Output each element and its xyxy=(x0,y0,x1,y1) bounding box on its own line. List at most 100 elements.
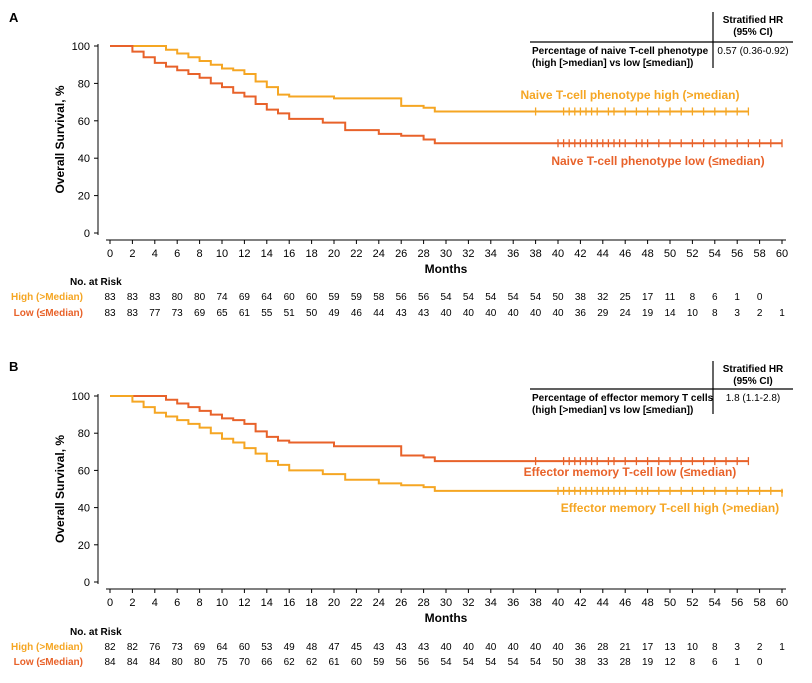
y-axis-label: Overall Survival, % xyxy=(53,85,67,193)
risk-value: 44 xyxy=(373,308,385,319)
risk-value: 40 xyxy=(530,642,542,653)
risk-row-label: High (>Median) xyxy=(11,642,83,653)
risk-value: 77 xyxy=(149,308,161,319)
risk-value: 38 xyxy=(575,292,587,303)
risk-value: 60 xyxy=(239,642,251,653)
risk-value: 24 xyxy=(620,308,632,319)
x-tick-label: 14 xyxy=(261,597,273,609)
panel-label: A xyxy=(9,10,19,25)
risk-value: 43 xyxy=(418,308,430,319)
x-tick-label: 54 xyxy=(709,248,721,260)
y-tick-label: 40 xyxy=(78,503,90,515)
risk-value: 40 xyxy=(440,308,452,319)
x-tick-label: 48 xyxy=(641,597,653,609)
risk-value: 73 xyxy=(172,642,184,653)
risk-value: 54 xyxy=(530,292,542,303)
hr-header-ci: (95% CI) xyxy=(733,27,772,38)
series-line xyxy=(110,395,783,493)
risk-value: 83 xyxy=(149,292,161,303)
risk-value: 40 xyxy=(552,642,564,653)
risk-value: 62 xyxy=(306,657,318,668)
risk-value: 56 xyxy=(396,657,408,668)
risk-value: 12 xyxy=(664,657,676,668)
hr-header-ci: (95% CI) xyxy=(733,376,772,387)
y-tick-label: 100 xyxy=(72,391,90,403)
risk-value: 54 xyxy=(530,657,542,668)
y-axis-label: Overall Survival, % xyxy=(53,435,67,543)
risk-value: 43 xyxy=(396,642,408,653)
risk-value: 59 xyxy=(351,292,363,303)
risk-row-label: Low (≤Median) xyxy=(14,308,83,319)
x-tick-label: 38 xyxy=(529,597,541,609)
x-tick-label: 20 xyxy=(328,248,340,260)
x-tick-label: 24 xyxy=(373,597,385,609)
risk-value: 54 xyxy=(463,657,475,668)
y-tick-label: 60 xyxy=(78,116,90,128)
risk-value: 84 xyxy=(149,657,161,668)
risk-value: 50 xyxy=(552,657,564,668)
hr-row-label: Percentage of effector memory T cells xyxy=(532,393,714,404)
risk-value: 54 xyxy=(508,292,520,303)
risk-value: 40 xyxy=(463,642,475,653)
x-tick-label: 54 xyxy=(709,597,721,609)
risk-value: 66 xyxy=(261,657,273,668)
x-tick-label: 60 xyxy=(776,597,788,609)
risk-value: 10 xyxy=(687,308,699,319)
x-tick-label: 42 xyxy=(574,248,586,260)
x-tick-label: 50 xyxy=(664,248,676,260)
x-tick-label: 46 xyxy=(619,248,631,260)
x-tick-label: 20 xyxy=(328,597,340,609)
risk-value: 69 xyxy=(194,642,206,653)
risk-value: 62 xyxy=(284,657,296,668)
x-tick-label: 24 xyxy=(373,248,385,260)
risk-value: 54 xyxy=(440,292,452,303)
x-tick-label: 14 xyxy=(261,248,273,260)
risk-value: 46 xyxy=(351,308,363,319)
risk-value: 75 xyxy=(216,657,228,668)
hr-row-label-2: (high [>median] vs low [≤median]) xyxy=(532,58,693,69)
x-tick-label: 2 xyxy=(129,248,135,260)
risk-row-label: Low (≤Median) xyxy=(14,657,83,668)
risk-value: 54 xyxy=(463,292,475,303)
risk-value: 43 xyxy=(396,308,408,319)
risk-value: 59 xyxy=(328,292,340,303)
panel-label: B xyxy=(9,359,18,374)
risk-value: 54 xyxy=(440,657,452,668)
risk-value: 59 xyxy=(373,657,385,668)
risk-value: 3 xyxy=(734,308,740,319)
x-tick-label: 30 xyxy=(440,248,452,260)
series-label: Naive T-cell phenotype low (≤median) xyxy=(551,154,764,168)
x-tick-label: 44 xyxy=(597,248,609,260)
risk-value: 36 xyxy=(575,308,587,319)
risk-value: 70 xyxy=(239,657,251,668)
risk-value: 0 xyxy=(757,292,763,303)
risk-value: 82 xyxy=(104,642,116,653)
x-tick-label: 10 xyxy=(216,248,228,260)
risk-value: 54 xyxy=(508,657,520,668)
risk-value: 56 xyxy=(396,292,408,303)
x-tick-label: 4 xyxy=(152,248,158,260)
risk-value: 40 xyxy=(508,642,520,653)
risk-value: 43 xyxy=(373,642,385,653)
risk-value: 40 xyxy=(485,308,497,319)
x-tick-label: 42 xyxy=(574,597,586,609)
hr-row-label-2: (high [>median] vs low [≤median]) xyxy=(532,405,693,416)
risk-value: 17 xyxy=(642,292,654,303)
risk-value: 14 xyxy=(664,308,676,319)
risk-value: 84 xyxy=(127,657,139,668)
x-tick-label: 28 xyxy=(417,248,429,260)
series-label: Naive T-cell phenotype high (>median) xyxy=(520,88,739,102)
risk-value: 83 xyxy=(127,292,139,303)
x-tick-label: 56 xyxy=(731,248,743,260)
risk-value: 80 xyxy=(194,292,206,303)
risk-value: 8 xyxy=(712,308,718,319)
risk-value: 56 xyxy=(418,292,430,303)
hr-value: 0.57 (0.36-0.92) xyxy=(717,46,788,57)
risk-value: 45 xyxy=(351,642,363,653)
x-tick-label: 6 xyxy=(174,248,180,260)
y-tick-label: 40 xyxy=(78,153,90,165)
risk-value: 28 xyxy=(620,657,632,668)
x-tick-label: 32 xyxy=(462,248,474,260)
